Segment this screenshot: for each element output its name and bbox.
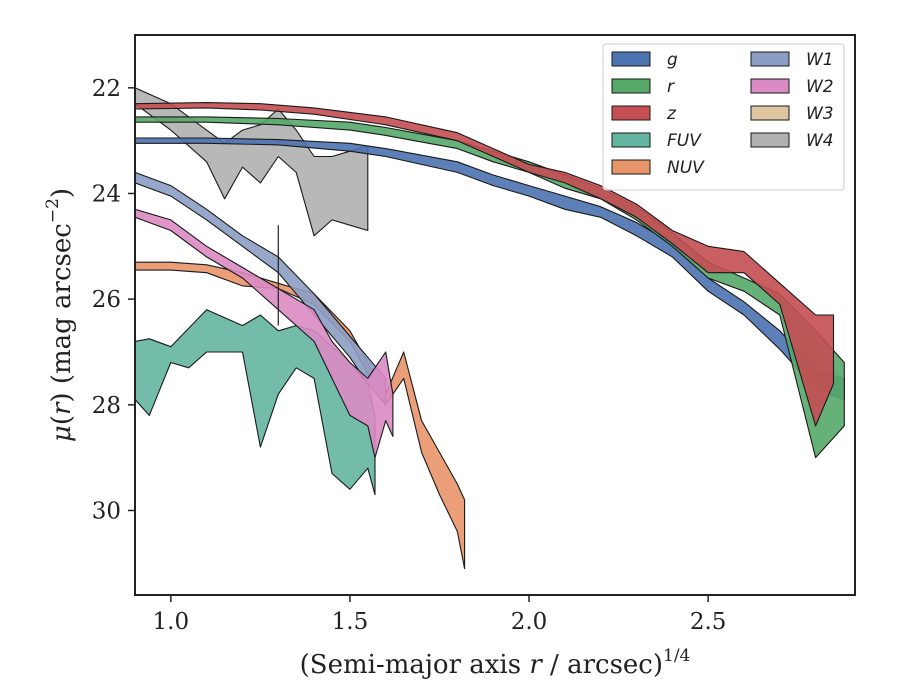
x-axis-label-sup: 1/4: [663, 646, 690, 666]
y-tick-label: 22: [92, 76, 121, 102]
x-axis-label: (Semi-major axis r / arcsec)1/4: [300, 646, 691, 680]
y-tick-label: 28: [92, 393, 121, 419]
y-axis-label: μ(r) (mag arcsec−2): [43, 188, 77, 442]
legend-label-z: z: [666, 104, 677, 124]
band-z: [135, 102, 835, 427]
y-tick-label: 30: [92, 498, 121, 524]
legend-label-g: g: [667, 50, 678, 70]
legend-swatch-w1: [750, 51, 790, 67]
bands-layer: [135, 87, 845, 570]
legend-label-w2: W2: [806, 77, 834, 97]
y-tick-label: 26: [92, 287, 121, 313]
x-tick-label: 2.5: [690, 609, 727, 635]
y-tick-label: 24: [92, 181, 121, 207]
x-axis-label-var: r: [529, 650, 543, 680]
x-axis-label-mid: / arcsec): [542, 650, 663, 680]
y-axis-label-close: ) (mag arcsec: [47, 223, 77, 402]
legend-swatch-w3: [750, 105, 790, 121]
band-fuv: [135, 309, 376, 496]
legend-swatch-nuv: [611, 159, 651, 175]
legend: grz FUV NUV W1 W2 W3 W4: [602, 43, 845, 191]
y-axis-label-end: ): [47, 188, 77, 198]
legend-swatch-z: [611, 105, 651, 121]
legend-label-w1: W1: [806, 50, 834, 70]
legend-swatch-w4: [750, 132, 790, 148]
y-axis-label-var: r: [47, 401, 77, 415]
y-axis-label-mu: μ: [47, 425, 77, 442]
ticks-layer: 1.0 1.5 2.0 2.5 22 24 26 28 30: [92, 76, 727, 635]
legend-swatch-g: [611, 51, 651, 67]
legend-swatch-fuv: [611, 132, 651, 148]
legend-swatch-w2: [750, 78, 790, 94]
x-tick-label: 2.0: [511, 609, 548, 635]
plot-frame: [134, 34, 856, 596]
legend-label-nuv: NUV: [667, 158, 705, 178]
legend-label-w4: W4: [806, 131, 834, 151]
legend-label-r: r: [667, 77, 675, 97]
y-axis-label-sup: −2: [43, 198, 63, 223]
x-tick-label: 1.5: [332, 609, 369, 635]
legend-label-fuv: FUV: [667, 131, 702, 151]
legend-swatch-r: [611, 78, 651, 94]
x-axis-label-prefix: (Semi-major axis: [300, 650, 530, 680]
x-tick-label: 1.0: [153, 609, 190, 635]
y-axis-label-open: (: [47, 415, 77, 425]
legend-label-w3: W3: [806, 104, 834, 124]
band-w4: [135, 87, 369, 237]
